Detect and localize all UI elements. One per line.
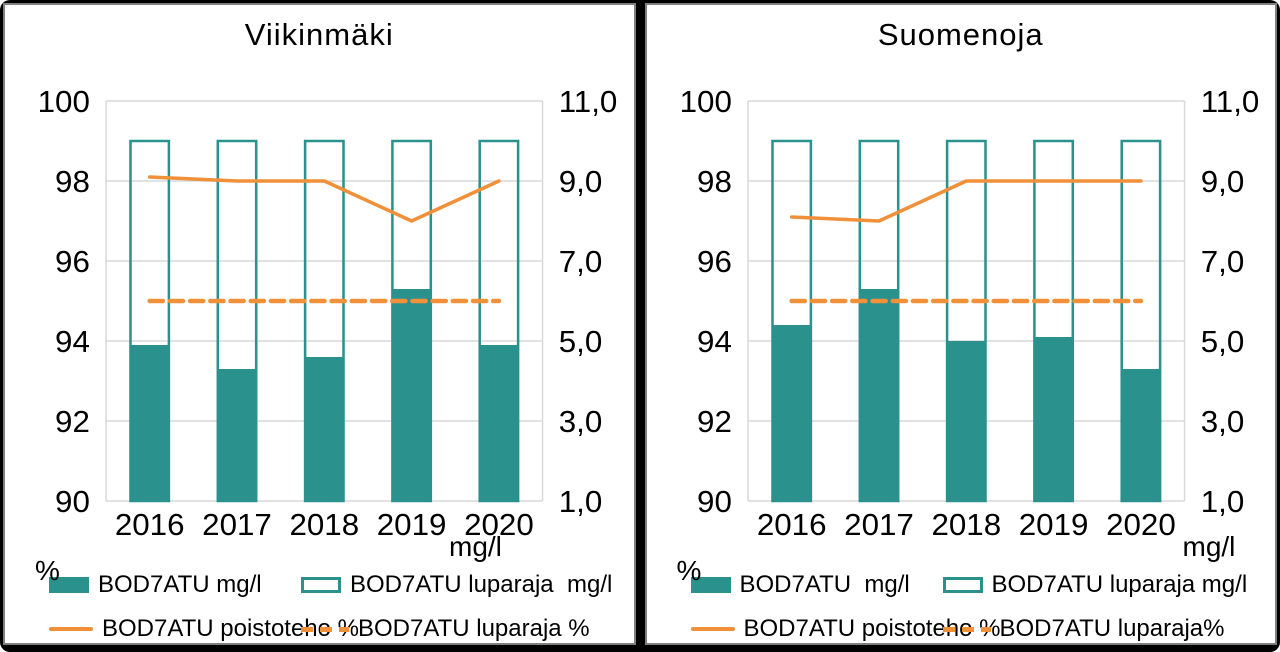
legend-label: BOD7ATU luparaja% xyxy=(999,615,1225,642)
svg-text:2019: 2019 xyxy=(377,507,447,537)
svg-text:1,0: 1,0 xyxy=(1200,484,1244,519)
suomenoja-panel: Suomenoja 100 11,0 98 9,0 96 7,0 94 5,0 92 3,0 90 1… xyxy=(644,3,1277,645)
svg-text:9,0: 9,0 xyxy=(1200,164,1244,199)
legend-item-dashed-line: BOD7ATU luparaja% xyxy=(942,615,1276,643)
svg-text:3,0: 3,0 xyxy=(559,404,603,439)
svg-text:2016: 2016 xyxy=(756,507,826,537)
solid-line-swatch-icon xyxy=(690,627,735,631)
legend-label: BOD7ATU poistoteho % xyxy=(743,615,1001,642)
legend-item-line: BOD7ATU poistoteho % xyxy=(49,615,359,643)
bar-outline-swatch-icon xyxy=(942,577,983,593)
svg-text:7,0: 7,0 xyxy=(559,244,603,279)
legend-item-line: BOD7ATU poistoteho % xyxy=(690,615,1001,643)
svg-text:2020: 2020 xyxy=(464,507,534,537)
legend-label: BOD7ATU mg/l xyxy=(739,571,910,598)
svg-text:9,0: 9,0 xyxy=(559,164,603,199)
legend-item-dashed-line: BOD7ATU luparaja % xyxy=(301,615,634,643)
svg-text:90: 90 xyxy=(697,484,732,519)
svg-text:92: 92 xyxy=(697,404,732,439)
legend-label: BOD7ATU luparaja % xyxy=(358,615,590,642)
legend-label: BOD7ATU luparaja mg/l xyxy=(350,571,613,598)
dashed-line-swatch-icon xyxy=(301,626,349,632)
legend-label: BOD7ATU mg/l xyxy=(98,571,262,598)
left-axis-unit-label: % xyxy=(676,555,702,586)
legend-label: BOD7ATU poistoteho % xyxy=(102,615,360,642)
svg-text:2016: 2016 xyxy=(115,507,185,537)
svg-text:100: 100 xyxy=(679,84,731,119)
legend-item-bar-outline: BOD7ATU luparaja mg/l xyxy=(942,571,1276,599)
legend-label: BOD7ATU luparaja mg/l xyxy=(991,571,1248,598)
svg-text:5,0: 5,0 xyxy=(1200,324,1244,359)
chart-title-suomenoja: Suomenoja xyxy=(877,17,1044,52)
svg-text:96: 96 xyxy=(55,244,90,279)
viikinmaki-chart-plot: 100 11,0 98 9,0 96 7,0 94 5,0 92 3,0 90 1,0 2016 2017… xyxy=(38,84,618,537)
svg-text:2017: 2017 xyxy=(844,507,914,537)
right-axis-unit-label: mg/l xyxy=(449,531,502,562)
svg-text:94: 94 xyxy=(697,324,732,359)
suomenoja-chart-plot: 100 11,0 98 9,0 96 7,0 94 5,0 92 3,0 90 1,0 2016 2017… xyxy=(679,84,1259,537)
svg-text:2018: 2018 xyxy=(931,507,1001,537)
svg-text:96: 96 xyxy=(697,244,732,279)
svg-text:11,0: 11,0 xyxy=(1200,84,1259,119)
bar-fill-swatch-icon xyxy=(690,577,731,593)
svg-text:11,0: 11,0 xyxy=(559,84,618,119)
svg-text:90: 90 xyxy=(55,484,90,519)
svg-text:2020: 2020 xyxy=(1106,507,1176,537)
left-axis-unit-label: % xyxy=(35,555,60,586)
svg-text:2017: 2017 xyxy=(202,507,272,537)
svg-text:92: 92 xyxy=(55,404,90,439)
bar-outline-swatch-icon xyxy=(301,577,341,593)
viikinmaki-panel: Viikinmäki 100 11,0 98 9,0 96 7,0 94 5,0 92 3,0 90… xyxy=(3,3,636,645)
dashed-line-swatch-icon xyxy=(942,626,991,632)
bar-fill-swatch-icon xyxy=(49,577,89,593)
svg-text:7,0: 7,0 xyxy=(1200,244,1244,279)
chart-title-viikinmaki: Viikinmäki xyxy=(244,17,394,52)
legend-item-bar-outline: BOD7ATU luparaja mg/l xyxy=(301,571,634,599)
svg-text:1,0: 1,0 xyxy=(559,484,603,519)
legend-item-bar: BOD7ATU mg/l xyxy=(49,571,301,599)
legend: BOD7ATU mg/l BOD7ATU luparaja mg/l BOD7A… xyxy=(647,571,1276,643)
legend: BOD7ATU mg/l BOD7ATU luparaja mg/l BOD7A… xyxy=(5,571,634,643)
svg-text:2018: 2018 xyxy=(289,507,359,537)
svg-text:5,0: 5,0 xyxy=(559,324,603,359)
svg-text:94: 94 xyxy=(55,324,90,359)
svg-text:2019: 2019 xyxy=(1018,507,1088,537)
svg-text:98: 98 xyxy=(55,164,90,199)
svg-text:98: 98 xyxy=(697,164,732,199)
solid-line-swatch-icon xyxy=(49,627,93,631)
svg-text:3,0: 3,0 xyxy=(1200,404,1244,439)
right-axis-unit-label: mg/l xyxy=(1182,531,1236,562)
legend-item-bar: BOD7ATU mg/l xyxy=(690,571,943,599)
svg-text:100: 100 xyxy=(38,84,90,119)
